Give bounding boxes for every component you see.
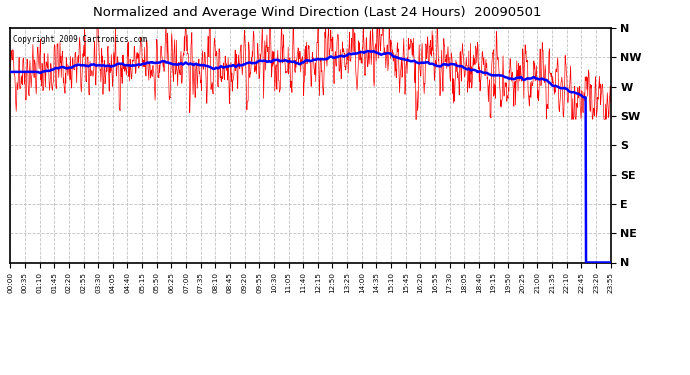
Text: Normalized and Average Wind Direction (Last 24 Hours)  20090501: Normalized and Average Wind Direction (L… (93, 6, 542, 19)
Text: Copyright 2009 Cartronics.com: Copyright 2009 Cartronics.com (13, 35, 148, 44)
